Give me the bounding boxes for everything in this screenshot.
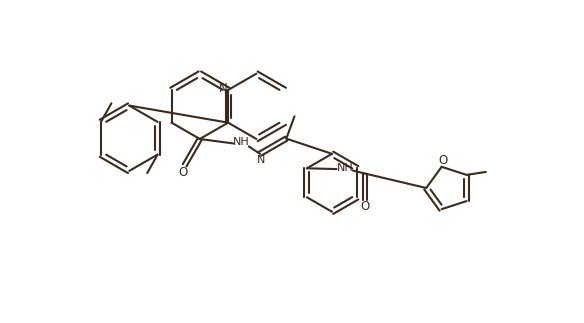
- Text: NH: NH: [337, 162, 354, 172]
- Text: N: N: [219, 82, 228, 95]
- Text: N: N: [256, 155, 265, 165]
- Text: O: O: [360, 200, 370, 214]
- Text: O: O: [439, 154, 448, 167]
- Text: O: O: [179, 165, 187, 179]
- Text: NH: NH: [233, 137, 250, 147]
